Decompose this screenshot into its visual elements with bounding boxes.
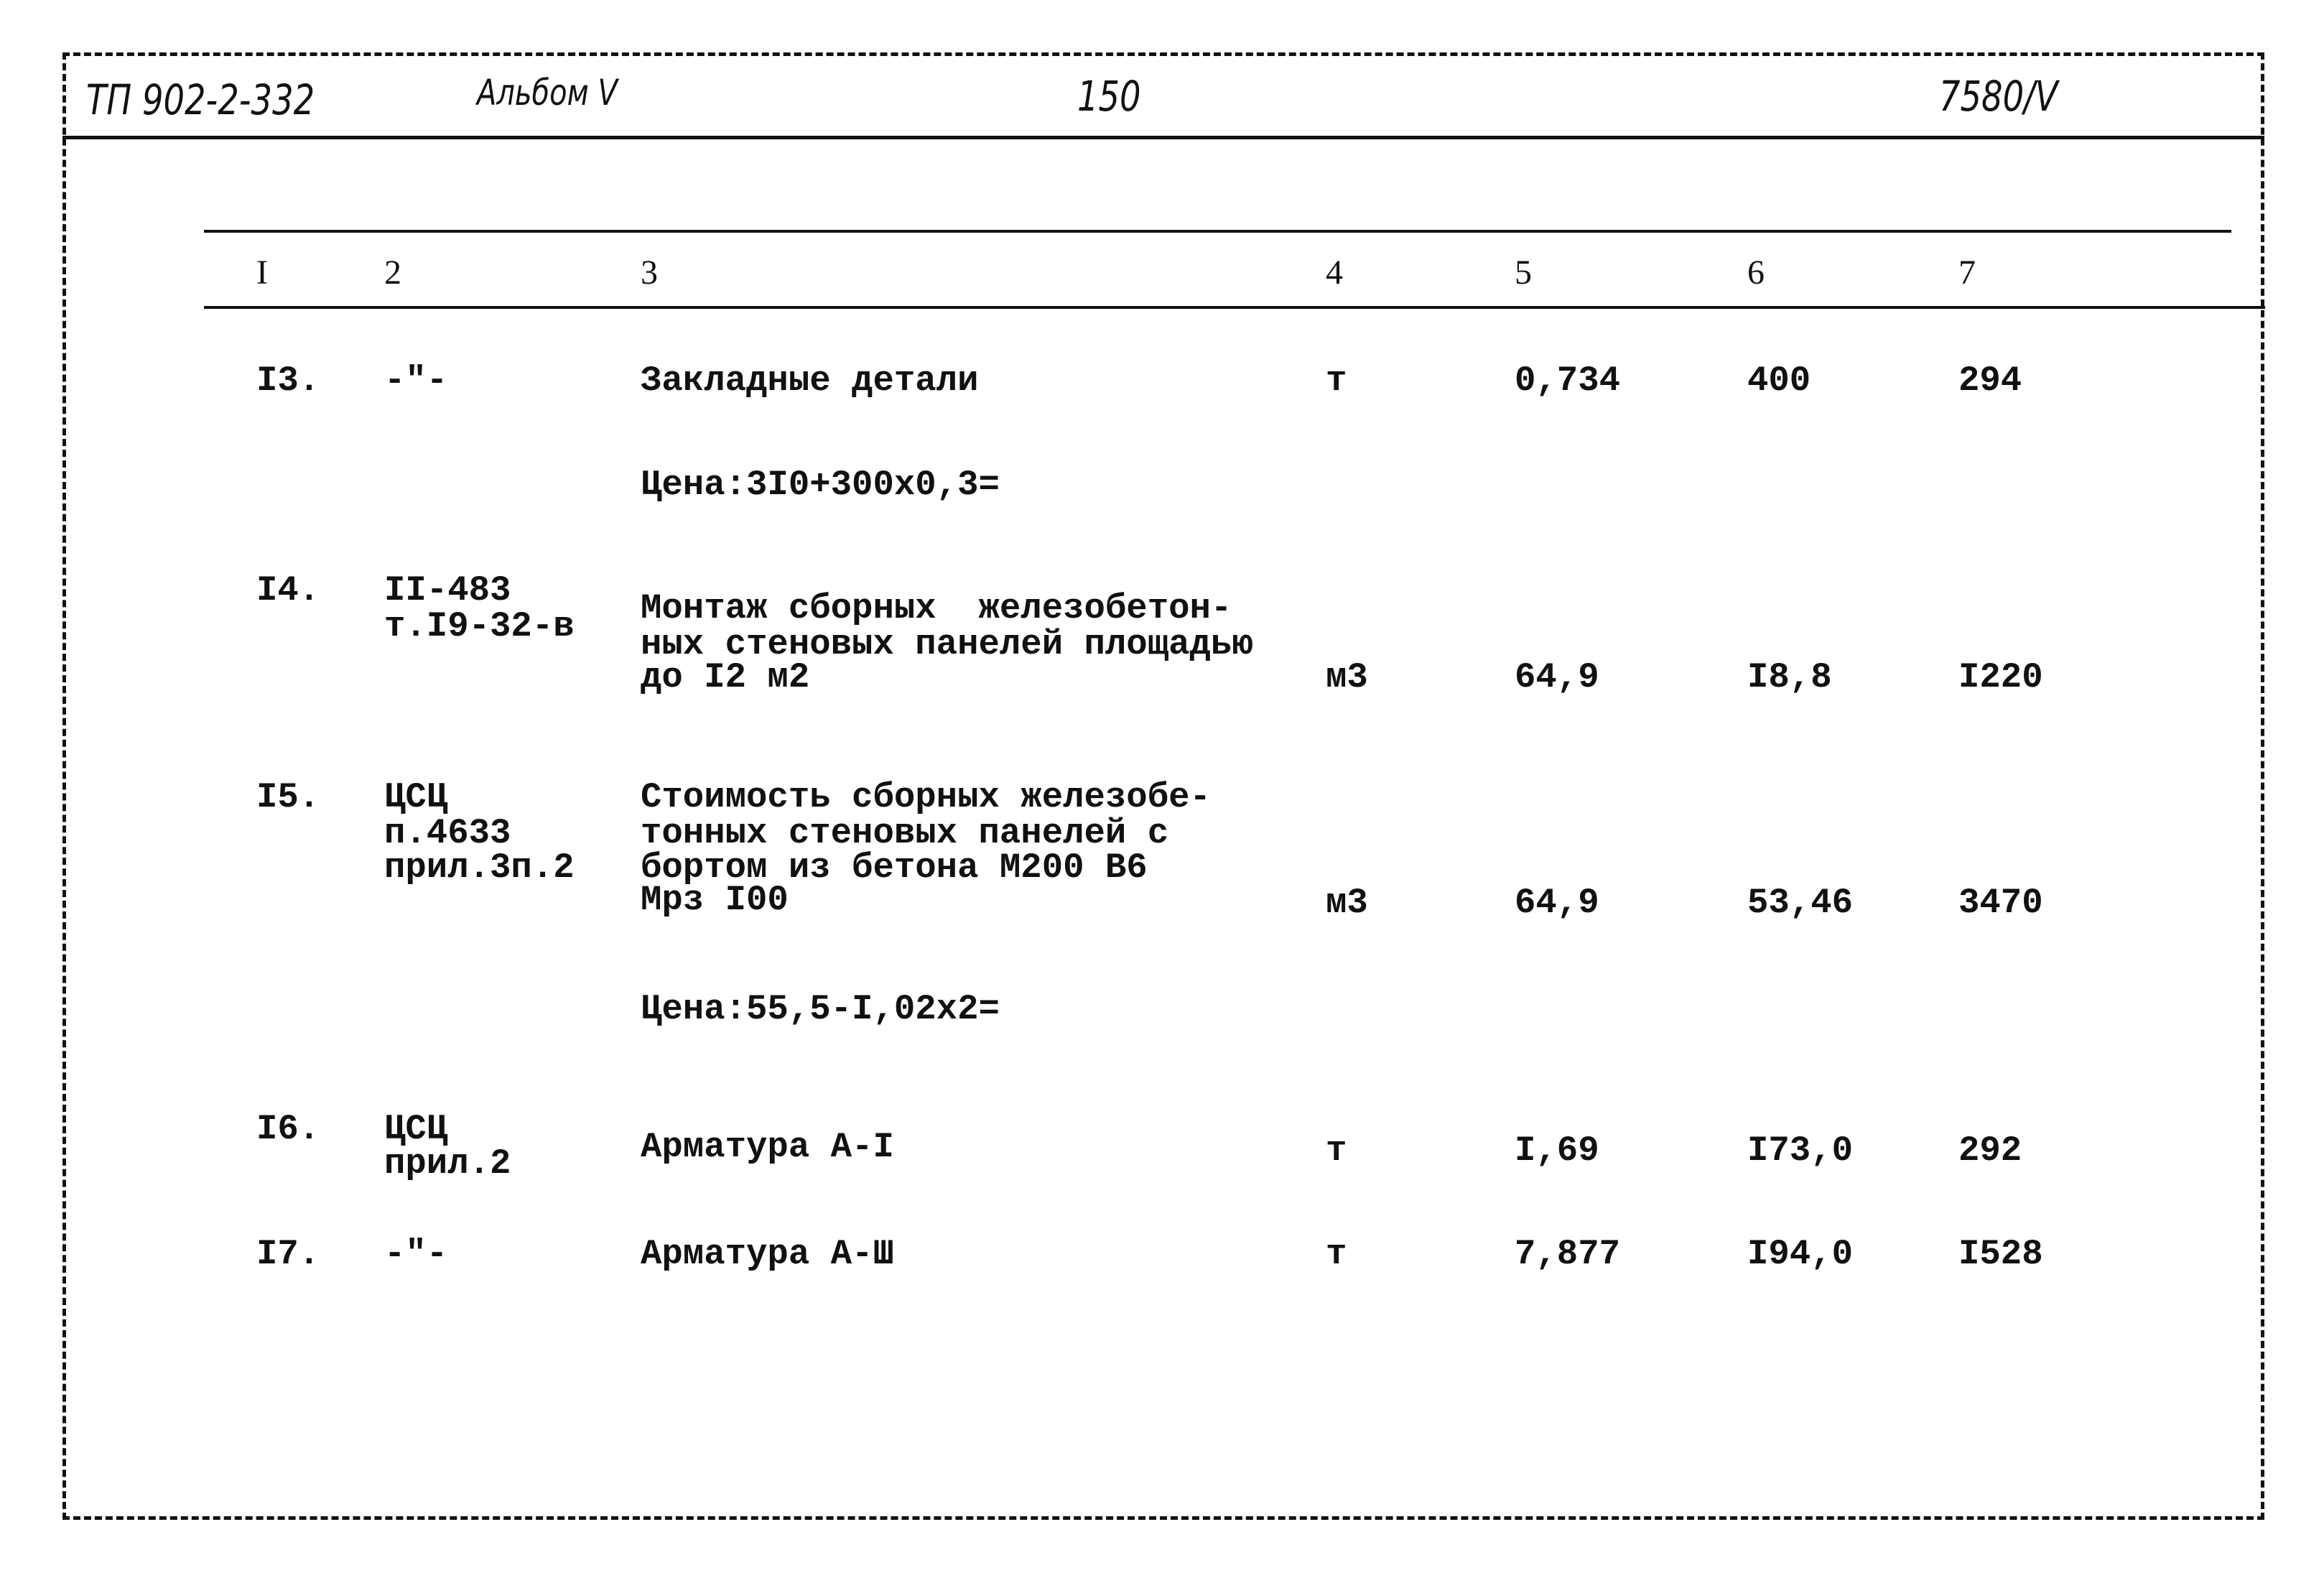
row-reference: прил.2	[384, 1143, 511, 1184]
row-description: Закладные детали	[641, 361, 979, 401]
row-total: 3470	[1958, 883, 2043, 923]
column-header-4: 4	[1326, 254, 1343, 292]
row-quantity: 0,734	[1515, 361, 1621, 401]
row-reference: т.I9-32-в	[384, 606, 575, 646]
row-price: I73,0	[1747, 1131, 1854, 1171]
row-total: I220	[1958, 657, 2043, 697]
row-unit: т	[1326, 1234, 1347, 1274]
album-label: Альбом V	[477, 72, 618, 113]
column-header-2: 2	[384, 254, 401, 292]
column-header-1: I	[256, 254, 268, 292]
row-unit: м3	[1326, 657, 1368, 697]
row-reference: -"-	[384, 361, 448, 401]
document-code: 7580/V	[1939, 72, 2058, 121]
row-unit: м3	[1326, 883, 1368, 923]
row-quantity: 64,9	[1515, 657, 1599, 697]
row-total: 292	[1958, 1131, 2022, 1171]
page-number: 150	[1077, 72, 1141, 121]
row-price-note: Цена:55,5-I,02х2=	[641, 989, 1000, 1029]
row-description: Мрз I00	[641, 880, 789, 920]
row-description: Стоимость сборных железобе-	[641, 777, 1211, 817]
row-number: I7.	[256, 1234, 320, 1274]
row-number: I6.	[256, 1109, 320, 1149]
row-description: Арматура А-Ш	[641, 1234, 894, 1274]
row-price: I94,0	[1747, 1234, 1854, 1274]
row-description: ных стеновых панелей площадью	[641, 624, 1253, 664]
column-header-7: 7	[1958, 254, 1976, 292]
row-reference: ЦСЦ	[384, 1109, 448, 1149]
row-reference: п.4633	[384, 813, 511, 853]
table-header-rule	[204, 306, 2265, 309]
table-top-rule	[204, 230, 2231, 233]
row-description: тонных стеновых панелей с	[641, 813, 1169, 853]
row-reference: II-483	[384, 570, 511, 611]
row-unit: т	[1326, 361, 1347, 401]
row-description: Монтаж сборных железобетон-	[641, 588, 1232, 628]
row-reference: -"-	[384, 1234, 448, 1274]
row-reference: прил.3п.2	[384, 848, 575, 888]
row-quantity: 64,9	[1515, 883, 1599, 923]
row-price-note: Цена:3I0+300х0,3=	[641, 465, 1000, 505]
row-number: I3.	[256, 361, 320, 401]
row-number: I5.	[256, 777, 320, 817]
row-total: I528	[1958, 1234, 2043, 1274]
project-number: ТП 902-2-332	[86, 75, 315, 124]
row-price: 400	[1747, 361, 1811, 401]
row-unit: т	[1326, 1131, 1347, 1171]
column-header-6: 6	[1747, 254, 1765, 292]
row-quantity: I,69	[1515, 1131, 1599, 1171]
row-number: I4.	[256, 570, 320, 611]
column-header-3: 3	[641, 254, 658, 292]
row-description: до I2 м2	[641, 657, 810, 697]
header-divider	[62, 136, 2264, 139]
row-quantity: 7,877	[1515, 1234, 1621, 1274]
row-reference: ЦСЦ	[384, 777, 448, 817]
column-header-5: 5	[1515, 254, 1532, 292]
page-frame	[62, 52, 2264, 1520]
row-description: бортом из бетона М200 В6	[641, 848, 1148, 888]
row-price: 53,46	[1747, 883, 1854, 923]
row-price: I8,8	[1747, 657, 1832, 697]
row-description: Арматура А-I	[641, 1127, 894, 1167]
row-total: 294	[1958, 361, 2022, 401]
